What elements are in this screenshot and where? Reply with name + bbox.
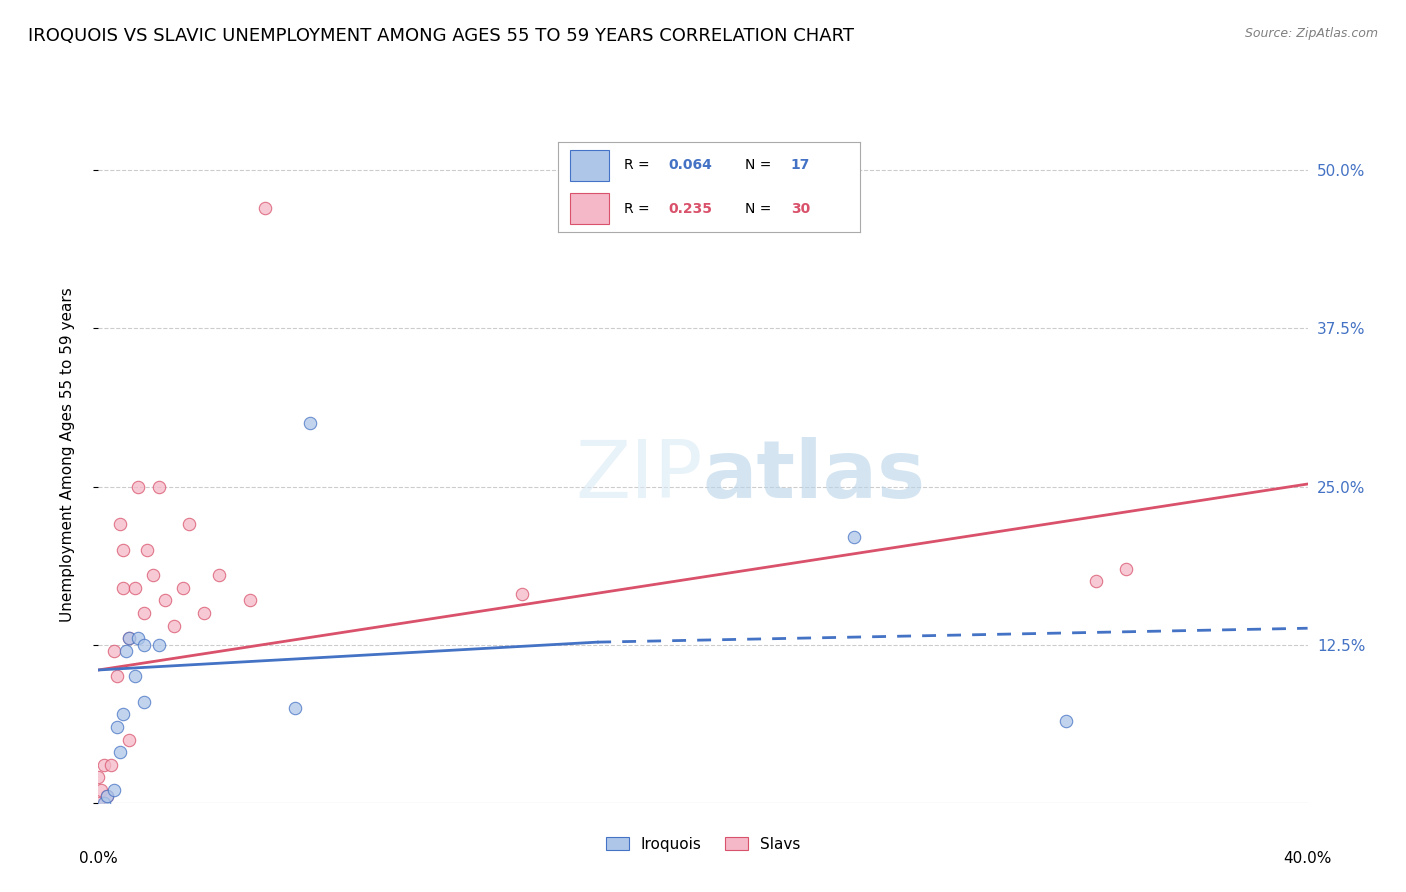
- Point: [148, 479, 170, 493]
- Point: [208, 568, 231, 582]
- Point: [118, 732, 141, 747]
- Text: 30: 30: [790, 202, 810, 216]
- Point: [93, 796, 115, 810]
- Point: [135, 542, 157, 557]
- Point: [103, 783, 125, 797]
- Point: [153, 593, 176, 607]
- Point: [172, 581, 194, 595]
- Point: [111, 707, 134, 722]
- Point: [253, 201, 276, 215]
- Point: [127, 479, 149, 493]
- Point: [299, 417, 322, 431]
- Point: [87, 796, 110, 810]
- Point: [163, 618, 186, 632]
- Point: [132, 606, 155, 620]
- Bar: [569, 194, 609, 224]
- Point: [124, 581, 146, 595]
- Point: [118, 632, 141, 646]
- Text: atlas: atlas: [703, 437, 927, 515]
- Point: [1054, 714, 1077, 728]
- Point: [132, 638, 155, 652]
- Text: 0.064: 0.064: [668, 159, 711, 172]
- Text: 0.0%: 0.0%: [79, 851, 118, 866]
- Point: [114, 644, 136, 658]
- Point: [1115, 562, 1137, 576]
- Point: [132, 695, 155, 709]
- Point: [118, 632, 141, 646]
- Text: 0.235: 0.235: [668, 202, 713, 216]
- Point: [90, 783, 112, 797]
- Text: R =: R =: [624, 202, 654, 216]
- Point: [111, 581, 134, 595]
- Point: [108, 517, 131, 532]
- Point: [127, 632, 149, 646]
- Text: IROQUOIS VS SLAVIC UNEMPLOYMENT AMONG AGES 55 TO 59 YEARS CORRELATION CHART: IROQUOIS VS SLAVIC UNEMPLOYMENT AMONG AG…: [28, 27, 853, 45]
- Point: [142, 568, 165, 582]
- Point: [239, 593, 262, 607]
- Bar: [569, 150, 609, 181]
- Point: [124, 669, 146, 683]
- Point: [96, 789, 118, 804]
- Point: [284, 701, 307, 715]
- Legend: Iroquois, Slavs: Iroquois, Slavs: [600, 830, 806, 858]
- Text: 17: 17: [790, 159, 810, 172]
- Text: N =: N =: [745, 202, 776, 216]
- Text: N =: N =: [745, 159, 776, 172]
- Text: Source: ZipAtlas.com: Source: ZipAtlas.com: [1244, 27, 1378, 40]
- Point: [510, 587, 533, 601]
- Point: [105, 669, 128, 683]
- Point: [108, 745, 131, 759]
- Point: [93, 757, 115, 772]
- Point: [105, 720, 128, 734]
- Point: [193, 606, 215, 620]
- Y-axis label: Unemployment Among Ages 55 to 59 years: Unemployment Among Ages 55 to 59 years: [60, 287, 75, 623]
- Text: ZIP: ZIP: [575, 437, 703, 515]
- Text: 40.0%: 40.0%: [1284, 851, 1331, 866]
- Point: [96, 789, 118, 804]
- Point: [111, 542, 134, 557]
- Point: [103, 644, 125, 658]
- Point: [100, 757, 122, 772]
- Point: [87, 771, 110, 785]
- Text: R =: R =: [624, 159, 654, 172]
- Point: [1085, 574, 1108, 589]
- Point: [148, 638, 170, 652]
- Point: [179, 517, 201, 532]
- Point: [844, 530, 866, 544]
